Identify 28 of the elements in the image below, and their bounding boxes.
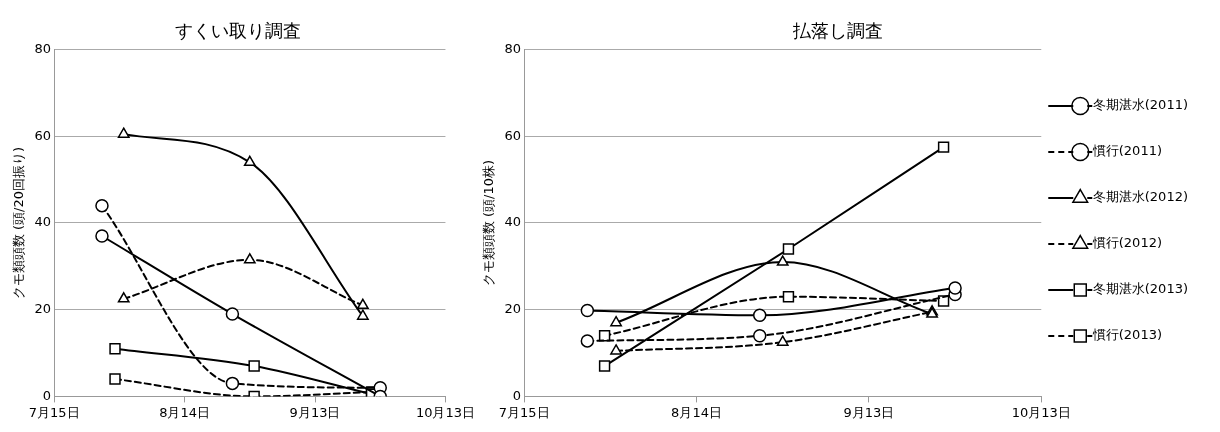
x-tick-label: 9月13日 <box>843 404 895 420</box>
x-tick-label: 7月15日 <box>28 404 80 420</box>
x-tick-label: 10月13日 <box>1011 404 1071 420</box>
x-tick-label: 9月13日 <box>289 404 341 420</box>
chart-title: 払落し調査 <box>792 20 883 42</box>
legend-label: 冬期湛水(2011) <box>1092 97 1189 113</box>
y-tick-label: 20 <box>34 301 52 317</box>
y-tick-label: 80 <box>34 40 52 56</box>
y-tick-label: 80 <box>504 40 522 56</box>
legend-label: 冬期湛水(2013) <box>1092 281 1189 297</box>
y-tick-label: 60 <box>34 127 52 143</box>
legend-label: 慣行(2012) <box>1091 235 1163 251</box>
y-tick-label: 40 <box>34 214 52 230</box>
y-axis-title: クモ類頭数 (頭/20回振り) <box>11 146 27 300</box>
y-tick-label: 40 <box>504 214 522 230</box>
y-tick-label: 20 <box>504 301 522 317</box>
x-tick-label: 10月13日 <box>415 404 475 420</box>
legend-label: 冬期湛水(2012) <box>1092 189 1189 205</box>
y-tick-label: 60 <box>504 127 522 143</box>
legend-label: 慣行(2013) <box>1091 327 1163 343</box>
y-tick-label: 0 <box>42 387 52 403</box>
x-tick-label: 8月14日 <box>671 404 722 420</box>
chart-title: すくい取り調査 <box>175 20 301 42</box>
y-tick-label: 0 <box>512 387 522 403</box>
x-tick-label: 8月14日 <box>159 404 210 420</box>
y-axis-title: クモ類頭数 (頭/10株) <box>481 159 497 287</box>
x-tick-label: 7月15日 <box>498 404 550 420</box>
legend-label: 慣行(2011) <box>1091 143 1163 159</box>
